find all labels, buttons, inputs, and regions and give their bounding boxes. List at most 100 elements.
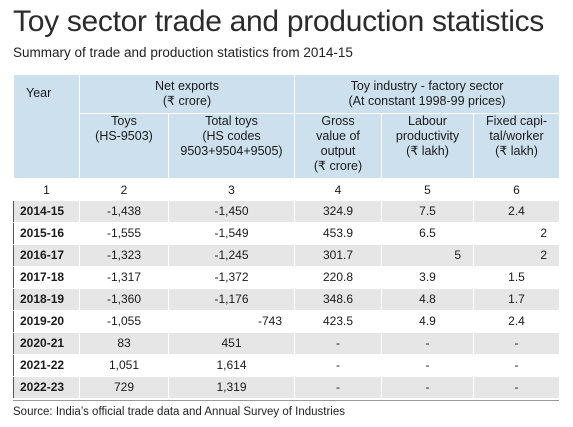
cell-total-toys: 1,614: [167, 354, 296, 377]
cell-fixed-capital: 1.7: [473, 288, 561, 311]
cell-total-toys: -1,176: [167, 288, 296, 311]
cell-fixed-capital: 2.4: [473, 310, 561, 333]
cell-toys: -1,317: [79, 266, 169, 289]
col-header-gross-line-2: value of: [316, 129, 360, 143]
cell-labour-productivity: 3.9: [381, 266, 475, 289]
source-divider: [13, 400, 559, 401]
col-header-toys-line-1: Toys: [111, 114, 137, 128]
cell-total-toys: 1,319: [167, 376, 296, 399]
cell-total-toys: -1,549: [167, 222, 296, 245]
cell-labour-productivity: 7.5: [381, 200, 475, 223]
table-row: 2018-19 -1,360 -1,176 348.6 4.8 1.7: [13, 288, 561, 311]
col-header-labour-line-2: productivity: [395, 129, 460, 143]
cell-gross-output: 423.5: [294, 310, 383, 333]
col-header-capital-line-1: Fixed capi-: [485, 114, 548, 128]
table-row: 2019-20 -1,055 -743 423.5 4.9 2.4: [13, 310, 561, 333]
table-row: 2015-16 -1,555 -1,549 453.9 6.5 2: [13, 222, 561, 245]
cell-year: 2020-21: [13, 332, 80, 355]
cell-fixed-capital: 2: [473, 222, 561, 245]
table-row: 2022-23 729 1,319 - - -: [13, 376, 561, 399]
col-header-capital-line-3: (₹ lakh): [495, 144, 538, 158]
table-row: 2017-18 -1,317 -1,372 220.8 3.9 1.5: [13, 266, 561, 289]
cell-fixed-capital: -: [473, 376, 561, 399]
cell-gross-output: 301.7: [294, 244, 383, 267]
cell-total-toys: -1,245: [167, 244, 296, 267]
cell-year: 2017-18: [13, 266, 80, 289]
net-exports-header-line-2: (₹ crore): [162, 94, 212, 108]
cell-gross-output: 324.9: [294, 200, 383, 223]
cell-toys: 1,051: [79, 354, 169, 377]
cell-fixed-capital: 2.4: [473, 200, 561, 223]
cell-year: 2021-22: [13, 354, 80, 377]
column-number-row: 1 2 3 4 5 6: [13, 178, 561, 201]
cell-year: 2019-20: [13, 310, 80, 333]
cell-toys: -1,323: [79, 244, 169, 267]
cell-labour-productivity: 5: [381, 244, 475, 267]
cell-toys: -1,055: [79, 310, 169, 333]
col-header-labour-line-3: (₹ lakh): [406, 144, 449, 158]
col-header-labour-line-1: Labour: [408, 114, 447, 128]
cell-labour-productivity: 4.8: [381, 288, 475, 311]
cell-fixed-capital: -: [473, 332, 561, 355]
col-header-toys-line-2: (HS-9503): [95, 129, 153, 143]
table-row: 2021-22 1,051 1,614 - - -: [13, 354, 561, 377]
col-header-gross-output: Gross value of output (₹ crore): [294, 113, 383, 179]
cell-year: 2016-17: [13, 244, 80, 267]
net-exports-header: Net exports (₹ crore): [78, 74, 296, 114]
source-note: Source: India’s official trade data and …: [13, 406, 346, 418]
cell-gross-output: -: [294, 354, 383, 377]
cell-total-toys: -1,372: [167, 266, 296, 289]
cell-labour-productivity: 6.5: [381, 222, 475, 245]
col-header-toys: Toys (HS-9503): [79, 113, 169, 179]
column-number: 6: [473, 178, 561, 201]
cell-total-toys: -1,450: [167, 200, 296, 223]
cell-toys: 729: [79, 376, 169, 399]
cell-toys: -1,555: [79, 222, 169, 245]
column-number: 4: [294, 178, 383, 201]
col-header-gross-line-3: output: [320, 144, 356, 158]
column-number: 5: [381, 178, 475, 201]
page-subtitle: Summary of trade and production statisti…: [13, 45, 353, 60]
column-number: 2: [79, 178, 169, 201]
col-header-gross-line-1: Gross: [321, 114, 355, 128]
cell-labour-productivity: 4.9: [381, 310, 475, 333]
cell-gross-output: 220.8: [294, 266, 383, 289]
cell-year: 2015-16: [13, 222, 80, 245]
col-header-labour-productivity: Labour productivity (₹ lakh): [381, 113, 475, 179]
cell-year: 2022-23: [13, 376, 80, 399]
cell-gross-output: -: [294, 332, 383, 355]
col-header-total-toys-line-2: (HS codes: [202, 129, 261, 143]
year-header: Year: [13, 74, 80, 179]
cell-total-toys: 451: [167, 332, 296, 355]
col-header-gross-line-4: (₹ crore): [313, 159, 363, 173]
cell-toys: -1,438: [79, 200, 169, 223]
table-row: 2016-17 -1,323 -1,245 301.7 5 2: [13, 244, 561, 267]
col-header-capital-line-2: tal/worker: [489, 129, 544, 143]
statistics-table: Year Net exports (₹ crore) Toy industry …: [13, 74, 561, 399]
cell-fixed-capital: 1.5: [473, 266, 561, 289]
col-header-total-toys-line-3: 9503+9504+9505): [180, 144, 283, 158]
page-title: Toy sector trade and production statisti…: [13, 5, 545, 38]
cell-labour-productivity: -: [381, 354, 475, 377]
cell-toys: -1,360: [79, 288, 169, 311]
col-header-fixed-capital: Fixed capi- tal/worker (₹ lakh): [473, 113, 561, 179]
toy-industry-header: Toy industry - factory sector (At consta…: [294, 74, 561, 114]
cell-labour-productivity: -: [381, 332, 475, 355]
cell-toys: 83: [79, 332, 169, 355]
table-row: 2014-15 -1,438 -1,450 324.9 7.5 2.4: [13, 200, 561, 223]
cell-gross-output: -: [294, 376, 383, 399]
cell-gross-output: 453.9: [294, 222, 383, 245]
column-number: 1: [13, 178, 80, 201]
cell-year: 2014-15: [13, 200, 80, 223]
net-exports-header-line-1: Net exports: [155, 79, 219, 93]
cell-labour-productivity: -: [381, 376, 475, 399]
cell-fixed-capital: 2: [473, 244, 561, 267]
table-row: 2020-21 83 451 - - -: [13, 332, 561, 355]
col-header-total-toys-line-1: Total toys: [205, 114, 258, 128]
column-number: 3: [167, 178, 296, 201]
col-header-total-toys: Total toys (HS codes 9503+9504+9505): [167, 113, 296, 179]
cell-gross-output: 348.6: [294, 288, 383, 311]
toy-industry-header-line-2: (At constant 1998-99 prices): [348, 94, 506, 108]
cell-year: 2018-19: [13, 288, 80, 311]
cell-total-toys: -743: [167, 310, 296, 333]
